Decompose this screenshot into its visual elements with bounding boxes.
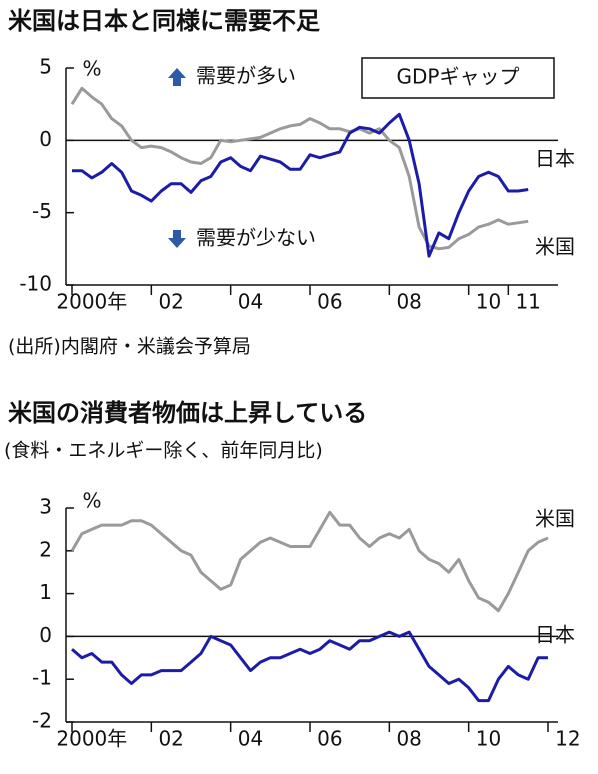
down-arrow [168, 230, 186, 248]
x-tick-label: 11 [515, 290, 540, 314]
y-tick-label: -2 [32, 709, 52, 733]
annotation: 需要が少ない [196, 226, 316, 250]
legend-label: 米国 [535, 507, 575, 531]
y-tick-label: 0 [39, 127, 52, 151]
series-line [72, 112, 529, 258]
y-tick-label: 0 [39, 623, 52, 647]
y-tick-label: 3 [39, 495, 52, 519]
y-tick-label: -1 [32, 666, 52, 690]
label-box [361, 57, 555, 99]
annotation: 需要が多い [196, 64, 296, 88]
series-line [71, 630, 548, 703]
chart-subtitle: (食料・エネルギー除く、前年同月比) [4, 440, 323, 462]
x-tick-label: 04 [238, 727, 263, 751]
unit-label: % [82, 57, 101, 81]
x-tick-label: 02 [158, 290, 183, 314]
x-tick-label: 06 [317, 290, 342, 314]
chart-title: 米国の消費者物価は上昇している [8, 399, 367, 427]
y-tick-label: 1 [39, 580, 52, 604]
x-tick-label: 10 [476, 290, 501, 314]
legend-label: 米国 [535, 235, 575, 259]
annotation: GDPギャップ [397, 65, 520, 89]
x-tick-label: 04 [238, 290, 263, 314]
y-tick-label: -5 [32, 199, 52, 223]
source: (出所)内閣府・米議会予算局 [8, 336, 251, 358]
y-tick-label: -10 [19, 272, 52, 296]
x-tick-label: 2000年 [56, 290, 127, 314]
up-arrow [168, 68, 186, 86]
x-tick-label: 2000年 [56, 727, 127, 751]
chart-title: 米国は日本と同様に需要不足 [8, 7, 320, 35]
y-tick-label: 5 [39, 55, 52, 79]
x-tick-label: 06 [317, 727, 342, 751]
x-tick-label: 08 [396, 290, 421, 314]
x-tick-label: 12 [555, 727, 580, 751]
x-tick-label: 08 [396, 727, 421, 751]
y-tick-label: 2 [39, 537, 52, 561]
legend-label: 日本 [535, 623, 575, 647]
series-line [70, 510, 549, 613]
unit-label: % [82, 489, 101, 513]
series-line [70, 86, 529, 251]
x-tick-label: 02 [158, 727, 183, 751]
legend-label: 日本 [535, 147, 575, 171]
x-tick-label: 10 [476, 727, 501, 751]
